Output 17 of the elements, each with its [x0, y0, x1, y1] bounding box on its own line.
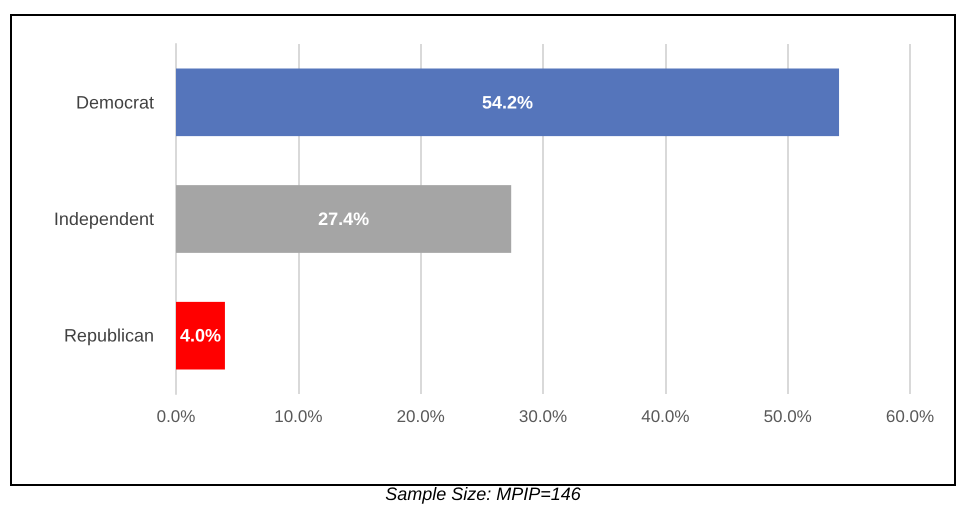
x-tick-label: 0.0% — [156, 407, 196, 426]
data-label: 54.2% — [482, 92, 534, 112]
x-tick-label: 60.0% — [886, 407, 934, 426]
x-tick-label: 10.0% — [274, 407, 322, 426]
y-tick-label: Republican — [64, 326, 154, 346]
text: Sample Size: MPIP=146 — [384, 484, 582, 505]
bar — [176, 302, 225, 370]
data-label: 27.4% — [318, 209, 370, 229]
y-tick-label: Independent — [54, 209, 154, 229]
x-tick-label: 40.0% — [641, 407, 690, 426]
x-tick-label: 50.0% — [764, 407, 812, 426]
x-tick-label: 20.0% — [396, 407, 445, 426]
bar — [176, 68, 840, 136]
x-tick-label: 30.0% — [518, 407, 568, 426]
bar — [176, 185, 512, 253]
data-label: 4.0% — [180, 326, 221, 346]
y-tick-label: Democrat — [76, 92, 154, 112]
